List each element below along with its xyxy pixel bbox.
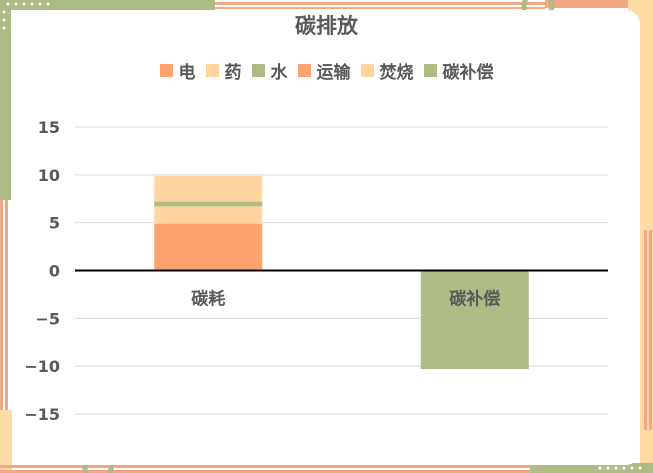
legend-item: 药 <box>205 58 242 83</box>
legend-label: 水 <box>270 63 288 83</box>
category-labels: 碳耗 碳补偿 <box>191 289 500 310</box>
legend-label: 碳补偿 <box>442 63 494 83</box>
legend-swatch <box>159 64 173 77</box>
legend-label: 运输 <box>316 63 351 83</box>
legend-item: 电 <box>159 58 196 83</box>
bar-segment <box>154 175 263 202</box>
y-tick-label: −15 <box>24 405 60 424</box>
legend-label: 电 <box>178 63 196 83</box>
legend-item: 碳补偿 <box>423 58 494 83</box>
chart-legend: 电 药 水 运输 焚烧 碳补偿 <box>0 58 653 83</box>
y-tick-label: 0 <box>49 262 60 281</box>
y-tick-label: 10 <box>38 166 60 185</box>
legend-item: 焚烧 <box>360 58 414 83</box>
legend-label: 焚烧 <box>379 63 414 83</box>
category-label: 碳耗 <box>191 289 225 310</box>
category-label: 碳补偿 <box>449 289 500 310</box>
legend-swatch <box>297 64 311 77</box>
y-tick-label: −10 <box>24 357 60 376</box>
y-tick-label: 15 <box>38 118 60 137</box>
legend-swatch <box>423 64 437 77</box>
legend-swatch <box>205 64 219 77</box>
y-tick-label: 5 <box>49 214 60 233</box>
legend-label: 药 <box>224 63 242 83</box>
bars <box>154 175 529 370</box>
chart-title: 碳排放 <box>295 14 358 38</box>
bar-segment <box>420 270 529 370</box>
y-tick-label: −5 <box>35 309 60 328</box>
y-axis-ticks: 15 10 5 0 −5 −10 −15 <box>24 118 60 424</box>
legend-swatch <box>360 64 374 77</box>
bar-segment <box>154 206 263 224</box>
legend-swatch <box>251 64 265 77</box>
bar-segment <box>154 201 263 207</box>
chart-card <box>12 10 640 465</box>
legend-item: 运输 <box>297 58 351 83</box>
legend-item: 水 <box>251 58 288 83</box>
bar-segment <box>154 223 263 271</box>
